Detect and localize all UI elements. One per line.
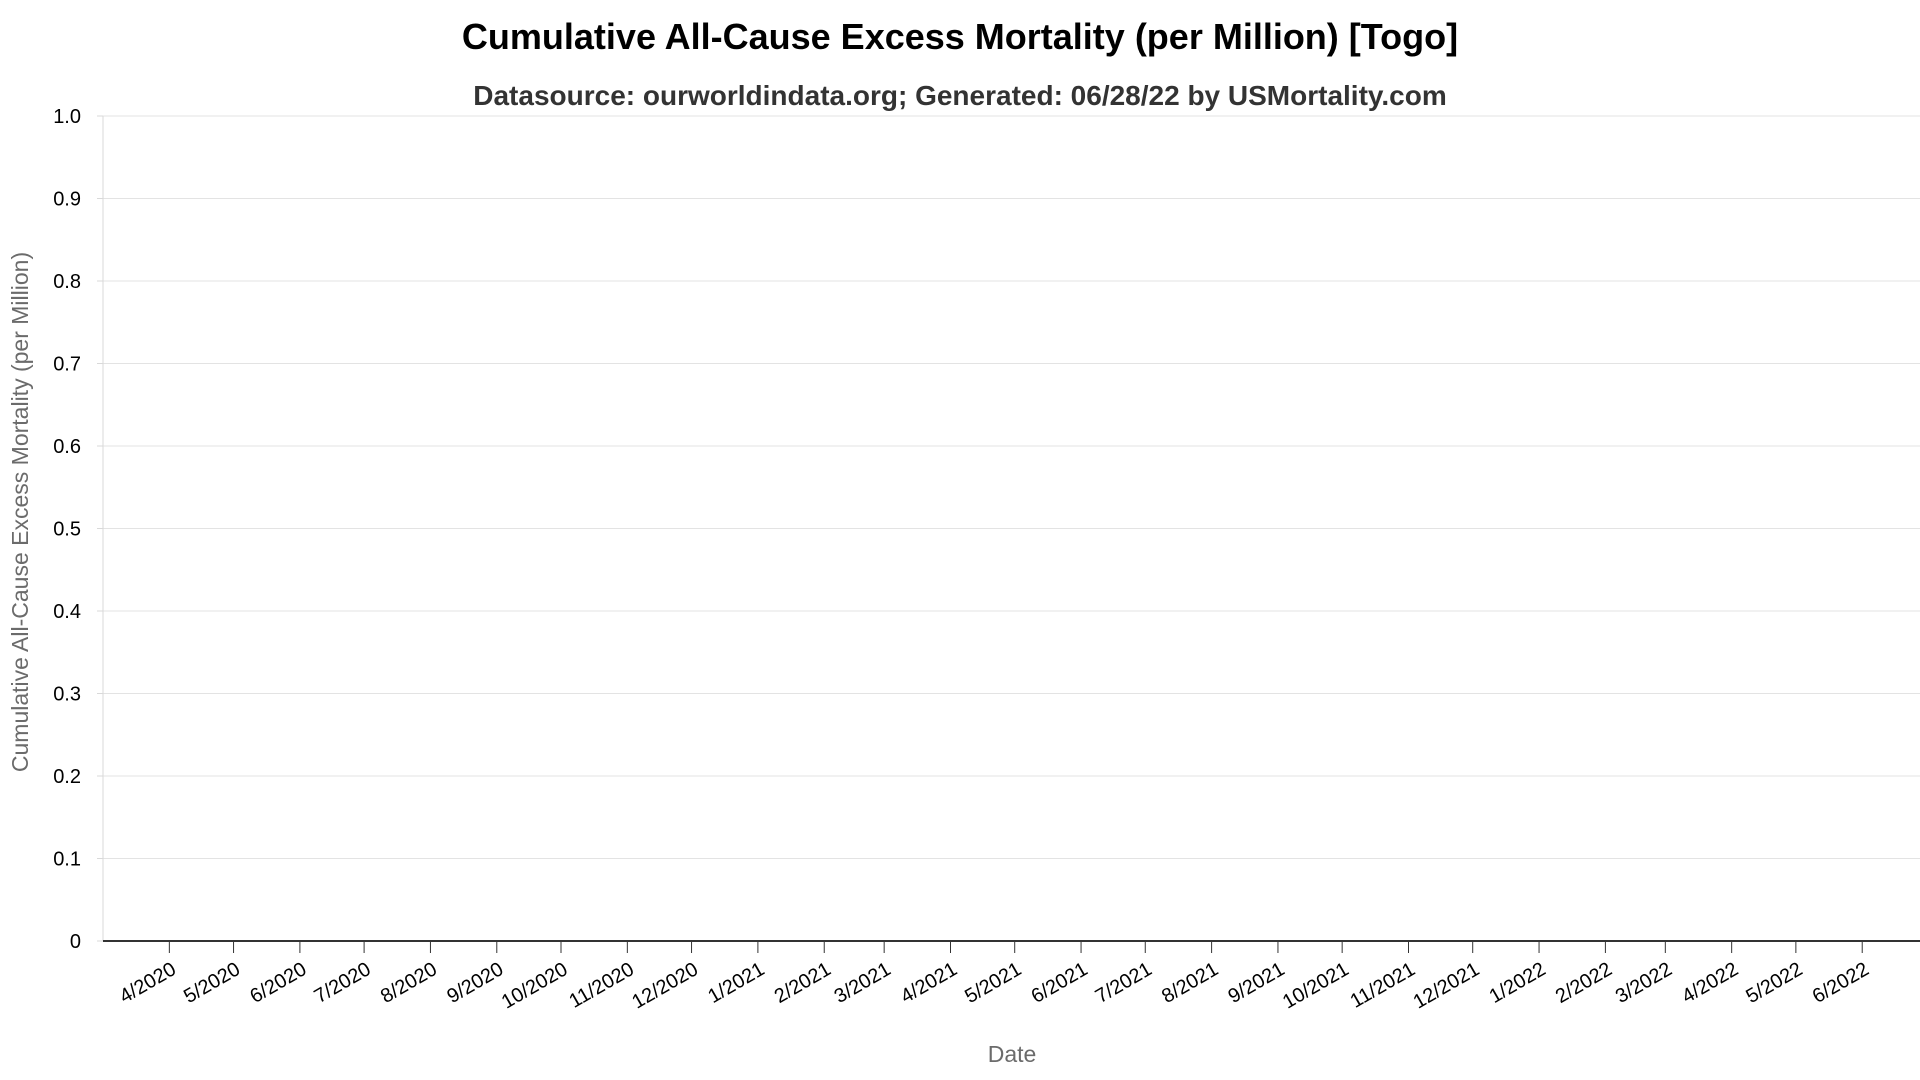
x-tick-label: 7/2020 (311, 958, 375, 1008)
y-tick-label: 0 (70, 931, 81, 953)
y-tick-label: 0.9 (53, 189, 81, 211)
y-tick-label: 0.1 (53, 849, 81, 871)
y-tick-label: 0.5 (53, 519, 81, 541)
chart-title: Cumulative All-Cause Excess Mortality (p… (461, 16, 1459, 57)
x-tick-label: 8/2021 (1158, 958, 1222, 1008)
x-tick-label: 12/2021 (1410, 958, 1484, 1013)
x-tick-label: 4/2020 (116, 958, 180, 1008)
x-tick-label: 3/2022 (1612, 958, 1676, 1008)
x-tick-label: 10/2020 (498, 958, 572, 1013)
x-tick-label: 6/2020 (246, 958, 310, 1008)
x-tick-label: 2/2021 (771, 958, 835, 1008)
x-axis-ticks: 4/2020 5/2020 6/2020 7/2020 8/2020 9/202010/2… (116, 941, 1873, 1013)
x-tick-label: 10/2021 (1279, 958, 1353, 1013)
x-tick-label: 7/2021 (1092, 958, 1156, 1008)
x-tick-label: 2/2022 (1552, 958, 1616, 1008)
y-tick-label: 0.3 (53, 684, 81, 706)
x-tick-label: 4/2022 (1678, 958, 1742, 1008)
x-tick-label: 6/2021 (1028, 958, 1092, 1008)
chart-subtitle: Datasource: ourworldindata.org; Generate… (473, 80, 1447, 111)
x-tick-label: 5/2022 (1742, 958, 1806, 1008)
x-axis-label: Date (988, 1041, 1037, 1067)
x-tick-label: 5/2021 (961, 958, 1025, 1008)
y-axis-ticks: 0 0.1 0.2 0.3 0.4 0.5 0.6 0.7 0.8 0.9 1.0 (53, 106, 103, 953)
gridlines (103, 115, 1920, 859)
x-tick-label: 11/2021 (1347, 958, 1419, 1012)
x-tick-label: 9/2020 (443, 958, 507, 1008)
x-tick-label: 1/2021 (704, 958, 768, 1008)
y-tick-label: 0.6 (53, 436, 81, 458)
y-tick-label: 0.4 (53, 601, 81, 623)
x-tick-label: 12/2020 (628, 958, 702, 1013)
y-tick-label: 0.7 (53, 354, 81, 376)
x-tick-label: 5/2020 (180, 958, 244, 1008)
x-tick-label: 11/2020 (566, 958, 638, 1012)
x-tick-label: 1/2022 (1486, 958, 1550, 1008)
x-tick-label: 3/2021 (831, 958, 895, 1008)
x-tick-label: 8/2020 (377, 958, 441, 1008)
y-tick-label: 0.8 (53, 271, 81, 293)
x-tick-label: 4/2021 (897, 958, 961, 1008)
y-tick-label: 1.0 (53, 106, 81, 128)
x-tick-label: 6/2022 (1809, 958, 1873, 1008)
x-tick-label: 9/2021 (1224, 958, 1288, 1008)
y-axis-label: Cumulative All-Cause Excess Mortality (p… (7, 252, 33, 772)
y-tick-label: 0.2 (53, 766, 81, 788)
